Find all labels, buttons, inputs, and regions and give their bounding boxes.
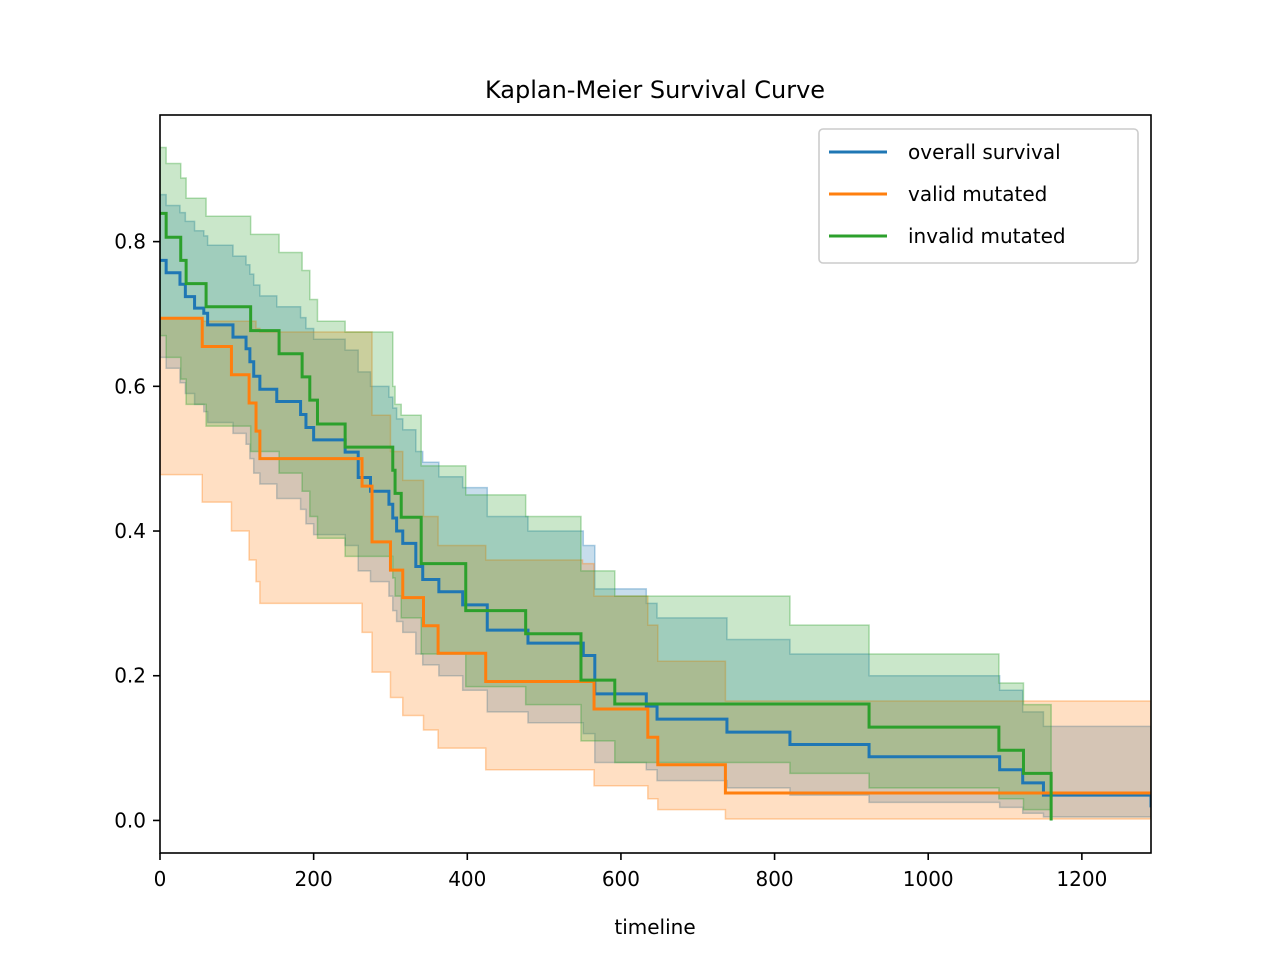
plot-area (159, 114, 1152, 854)
overall-survival-survival-line (160, 258, 1151, 808)
x-tick-label: 600 (602, 867, 640, 891)
x-tick-label: 200 (295, 867, 333, 891)
confidence-bands (160, 146, 1151, 821)
valid-mutated-survival-line (160, 316, 1151, 795)
legend-label-overall-survival: overall survival (908, 140, 1061, 164)
x-axis-label: timeline (614, 915, 695, 939)
legend: overall survival valid mutated invalid mut… (818, 128, 1139, 264)
legend-label-invalid-mutated: invalid mutated (908, 224, 1066, 248)
y-tick-label: 0.0 (114, 808, 146, 832)
x-tick-label: 1200 (1056, 867, 1107, 891)
valid-mutated-confidence-band (160, 317, 1151, 821)
x-tick-label: 0 (154, 867, 167, 891)
x-axis: 0 200 400 600 800 1000 1200 (154, 853, 1107, 891)
y-axis: 0.0 0.2 0.4 0.6 0.8 (114, 230, 160, 832)
overall-survival-confidence-band (160, 193, 1151, 819)
chart-title: Kaplan-Meier Survival Curve (485, 76, 825, 104)
invalid-mutated-survival-line (160, 211, 1053, 821)
legend-label-valid-mutated: valid mutated (908, 182, 1047, 206)
invalid-mutated-confidence-band (160, 146, 1052, 821)
x-tick-label: 800 (755, 867, 793, 891)
y-tick-label: 0.2 (114, 664, 146, 688)
y-tick-label: 0.4 (114, 519, 146, 543)
y-tick-label: 0.6 (114, 374, 146, 398)
y-tick-label: 0.8 (114, 230, 146, 254)
plot-frame (159, 114, 1152, 854)
legend-frame (818, 128, 1139, 264)
x-tick-label: 400 (448, 867, 486, 891)
x-tick-label: 1000 (903, 867, 954, 891)
survival-curves (160, 211, 1151, 821)
